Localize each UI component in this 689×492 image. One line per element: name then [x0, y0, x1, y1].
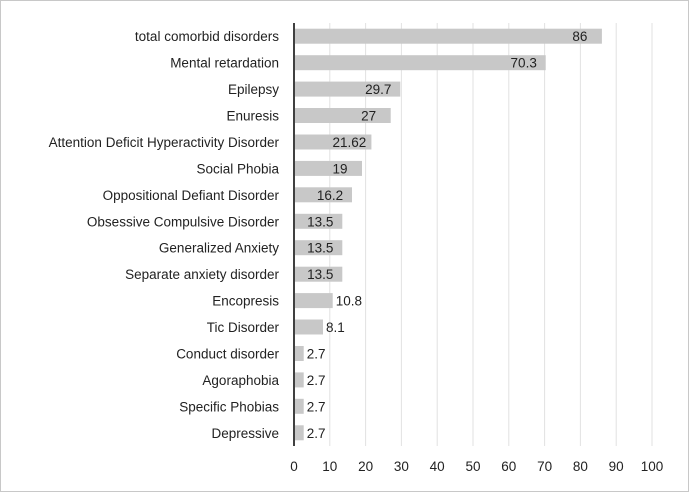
data-label-10: 10.8 — [336, 294, 362, 309]
x-tick-label-90: 90 — [609, 459, 624, 474]
data-label-5: 19 — [332, 161, 347, 176]
bar-12 — [294, 346, 304, 361]
bar-14 — [294, 398, 304, 414]
x-tick-label-70: 70 — [537, 459, 552, 474]
category-label-10: Encopresis — [212, 294, 279, 309]
category-label-4: Attention Deficit Hyperactivity Disorder — [49, 135, 280, 150]
bar-6 — [294, 187, 352, 203]
bar-2 — [294, 81, 401, 97]
data-label-0: 86 — [572, 29, 587, 44]
data-label-6: 16.2 — [317, 188, 343, 203]
category-label-12: Conduct disorder — [176, 347, 279, 362]
data-label-15: 2.7 — [307, 426, 326, 441]
x-tick-label-100: 100 — [641, 459, 664, 474]
category-label-2: Epilepsy — [228, 82, 279, 97]
x-tick-label-0: 0 — [290, 459, 298, 474]
x-tick-label-30: 30 — [394, 459, 409, 474]
bar-8 — [294, 240, 343, 256]
category-label-3: Enuresis — [226, 109, 279, 124]
data-label-9: 13.5 — [307, 267, 333, 282]
x-tick-label-80: 80 — [573, 459, 588, 474]
bar-15 — [294, 425, 304, 441]
x-tick-label-20: 20 — [358, 459, 373, 474]
category-label-14: Specific Phobias — [179, 399, 279, 414]
bar-11 — [294, 319, 323, 335]
data-label-14: 2.7 — [307, 399, 326, 414]
category-label-5: Social Phobia — [196, 161, 279, 176]
bar-4 — [294, 134, 372, 150]
category-label-8: Generalized Anxiety — [159, 241, 279, 256]
category-label-6: Oppositional Defiant Disorder — [103, 188, 280, 203]
data-label-1: 70.3 — [511, 56, 537, 71]
category-label-1: Mental retardation — [170, 56, 279, 71]
data-label-3: 27 — [361, 109, 376, 124]
category-label-11: Tic Disorder — [207, 320, 280, 335]
data-label-8: 13.5 — [307, 241, 333, 256]
data-label-11: 8.1 — [326, 320, 345, 335]
bar-5 — [294, 160, 362, 176]
x-tick-label-50: 50 — [465, 459, 480, 474]
bar-1 — [294, 55, 546, 71]
x-tick-label-10: 10 — [322, 459, 337, 474]
x-tick-label-40: 40 — [430, 459, 445, 474]
x-tick-label-60: 60 — [501, 459, 516, 474]
data-label-2: 29.7 — [365, 82, 391, 97]
category-label-9: Separate anxiety disorder — [125, 267, 279, 282]
bar-0 — [294, 28, 602, 44]
data-label-13: 2.7 — [307, 373, 326, 388]
bar-13 — [294, 372, 304, 388]
data-label-7: 13.5 — [307, 214, 333, 229]
bar-9 — [294, 266, 343, 282]
bar-7 — [294, 213, 343, 229]
category-label-7: Obsessive Compulsive Disorder — [87, 214, 280, 229]
bar-10 — [294, 293, 333, 309]
category-label-15: Depressive — [211, 426, 279, 441]
category-label-0: total comorbid disorders — [135, 29, 279, 44]
category-label-13: Agoraphobia — [202, 373, 279, 388]
data-label-4: 21.62 — [333, 135, 367, 150]
bar-3 — [294, 108, 391, 123]
data-label-12: 2.7 — [307, 347, 326, 362]
